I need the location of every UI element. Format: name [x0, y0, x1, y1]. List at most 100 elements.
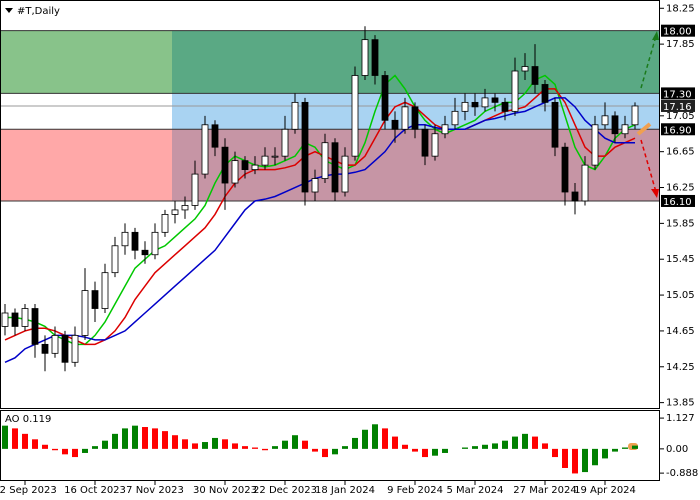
zone: [172, 30, 660, 94]
candle-body: [141, 249, 149, 256]
candle-body: [351, 75, 359, 157]
candles: [1, 26, 639, 372]
candle-body: [1, 312, 9, 327]
zone-early: [0, 93, 172, 130]
candle-body: [621, 124, 629, 135]
candle-body: [611, 115, 619, 135]
ao-bar: [582, 448, 588, 473]
ao-bar: [462, 447, 468, 449]
ao-bar: [22, 433, 28, 449]
candle-body: [441, 124, 449, 135]
candle-body: [51, 335, 59, 354]
arrow-head: [651, 189, 659, 198]
indicator-line: [4, 88, 636, 346]
ao-bar: [132, 425, 138, 449]
menu-triangle: [5, 8, 13, 13]
ao-bar: [522, 433, 528, 449]
candle-body: [91, 290, 99, 309]
candle-body: [321, 142, 329, 179]
ao-bar: [62, 448, 68, 455]
ao-bar: [162, 431, 168, 449]
candle-body: [31, 308, 39, 345]
level-label: 16.90: [663, 125, 692, 136]
ao-bar: [332, 448, 338, 455]
ao-bar: [192, 443, 198, 449]
ao-bar: [222, 439, 228, 449]
x-tick-label: 7 Nov 2023: [126, 485, 184, 496]
x-tick-label: 16 Oct 2023: [64, 485, 126, 496]
ao-bar: [322, 448, 328, 458]
x-tick-label: 27 Mar 2024: [513, 485, 576, 496]
candle-body: [461, 101, 469, 112]
ao-bar: [152, 428, 158, 449]
candle-body: [171, 209, 179, 215]
y-tick-label: 17.05: [666, 111, 695, 122]
ao-bar: [442, 448, 448, 453]
ao-bar: [372, 424, 378, 449]
candle-body: [291, 101, 299, 130]
candle-body: [251, 164, 259, 170]
candle-body: [521, 66, 529, 72]
candle-body: [301, 101, 309, 193]
candle-body: [471, 101, 479, 108]
ao-bar: [212, 437, 218, 449]
arrow-mark: [636, 122, 652, 136]
level-label: 16.10: [663, 197, 692, 208]
candle-body: [331, 142, 339, 193]
candle-body: [531, 66, 539, 85]
x-tick-label: 5 Mar 2024: [446, 485, 503, 496]
candle-body: [201, 124, 209, 175]
candle-body: [361, 39, 369, 76]
ao-bar: [482, 444, 488, 449]
ao-bar: [242, 446, 248, 449]
ao-bar: [352, 437, 358, 449]
ao-bar: [342, 446, 348, 449]
candle-body: [341, 155, 349, 193]
candle-body: [481, 97, 489, 108]
candle-body: [381, 75, 389, 121]
ao-title: AO 0.119: [5, 414, 51, 425]
candle-body: [371, 39, 379, 76]
ao-bar: [52, 448, 58, 451]
candle-body: [181, 205, 189, 211]
x-tick-label: 9 Feb 2024: [387, 485, 443, 496]
ao-bar: [562, 448, 568, 468]
candle-body: [591, 124, 599, 166]
ao-bar: [92, 446, 98, 449]
candle-body: [41, 343, 49, 354]
ao-bar: [592, 448, 598, 466]
arrow-up: [640, 35, 657, 89]
axes: 18.00 17.30 17.16 16.90 16.10 18.25 17.85 17.05…: [0, 3, 698, 496]
ao-bar: [472, 446, 478, 449]
indicator-line: [4, 97, 635, 363]
candle-body: [411, 106, 419, 130]
ao-bar: [12, 428, 18, 449]
ao-bar: [2, 425, 8, 449]
candle-body: [391, 119, 399, 130]
ao-bar: [632, 445, 638, 449]
y-tick-label: -0.888: [666, 468, 698, 479]
candle-body: [131, 231, 139, 251]
candle-body: [211, 124, 219, 148]
candle-body: [191, 173, 199, 206]
candle-body: [261, 155, 269, 166]
y-tick-label: 14.65: [666, 326, 695, 337]
arrow-head: [652, 31, 659, 40]
candle-body: [71, 335, 79, 363]
level-label: 17.16: [663, 102, 692, 113]
ao-bar: [542, 443, 548, 449]
x-tick-label: 19 Apr 2024: [574, 485, 636, 496]
ao-bar: [232, 443, 238, 449]
ao-bar: [532, 436, 538, 449]
ao-bar: [612, 448, 618, 452]
y-tick-label: 13.85: [666, 398, 695, 409]
candle-body: [21, 308, 29, 327]
y-tick-label: 1.127: [666, 413, 695, 424]
arrow-down: [640, 139, 657, 193]
ao-bar: [622, 447, 628, 449]
candle-body: [111, 245, 119, 274]
candle-body: [281, 128, 289, 157]
candle-body: [161, 214, 169, 233]
candle-body: [581, 164, 589, 202]
ao-bar: [312, 448, 318, 452]
